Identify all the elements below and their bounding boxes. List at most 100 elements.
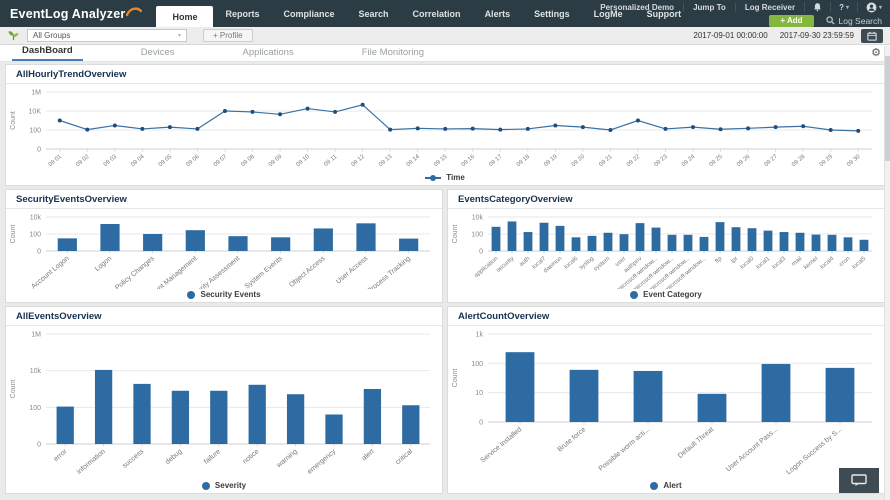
- legend-label[interactable]: Security Events: [200, 290, 261, 299]
- chevron-down-icon: ▾: [845, 4, 849, 11]
- nav-item-alerts[interactable]: Alerts: [484, 8, 511, 19]
- svg-text:Count: Count: [10, 111, 17, 130]
- gear-icon[interactable]: ⚙: [871, 47, 881, 59]
- dashboard-content: AllHourlyTrendOverview 0 100 10K 1M Count 09 …: [0, 62, 890, 494]
- log-search-label: Log Search: [838, 15, 882, 26]
- svg-text:Process Tracking: Process Tracking: [366, 255, 412, 289]
- hourly-trend-line-chart: 0 100 10K 1M Count 09 01 09 02 09 03 09 04 09 05 0…: [10, 90, 872, 169]
- nav-item-settings[interactable]: Settings: [534, 8, 570, 19]
- svg-text:kernel: kernel: [803, 256, 819, 271]
- header-right: Personalized Demo Jump To Log Receiver? ▾ ▾ …: [591, 0, 890, 27]
- log-search-button[interactable]: Log Search: [825, 15, 890, 26]
- svg-text:09 21: 09 21: [598, 154, 614, 169]
- svg-text:0: 0: [479, 420, 483, 427]
- user-icon: [866, 2, 877, 12]
- svg-text:Count: Count: [10, 380, 17, 399]
- svg-text:09 04: 09 04: [130, 154, 146, 169]
- chart-legend: Alert: [448, 480, 884, 493]
- svg-text:09 06: 09 06: [185, 154, 201, 169]
- panel-security-events: SecurityEventsOverview 0 100 10k Count Accou…: [5, 189, 443, 303]
- svg-text:warning: warning: [275, 448, 299, 470]
- svg-text:notice: notice: [242, 448, 261, 465]
- svg-text:09 09: 09 09: [268, 154, 284, 169]
- svg-text:lpr: lpr: [730, 256, 739, 265]
- svg-text:Count: Count: [452, 225, 459, 244]
- header-link-jump-to[interactable]: Jump To: [683, 2, 735, 12]
- legend-label[interactable]: Severity: [214, 481, 247, 490]
- chart-legend: Security Events: [6, 289, 442, 302]
- help-menu[interactable]: ? ▾: [830, 2, 857, 12]
- svg-text:Default Threat: Default Threat: [677, 426, 715, 460]
- nav-item-compliance[interactable]: Compliance: [283, 8, 335, 19]
- svg-text:local3: local3: [771, 256, 787, 271]
- chevron-down-icon: ▾: [177, 33, 181, 39]
- tab-dashboard[interactable]: DashBoard: [12, 45, 83, 61]
- svg-text:system: system: [593, 256, 611, 273]
- nav-item-correlation[interactable]: Correlation: [412, 8, 461, 19]
- header-actions: + Add Log Search: [769, 14, 890, 27]
- panel-title: SecurityEventsOverview: [6, 190, 442, 209]
- legend-marker: [425, 174, 442, 181]
- app-logo: EventLog Analyzer: [0, 0, 146, 27]
- tab-applications[interactable]: Applications: [242, 47, 294, 58]
- svg-text:100: 100: [471, 361, 483, 368]
- svg-text:local0: local0: [739, 256, 755, 271]
- svg-text:Object Access: Object Access: [288, 255, 327, 289]
- legend-label[interactable]: Time: [446, 173, 465, 182]
- panel-all-events: AllEventsOverview 0 100 10k 1M Count error inf…: [5, 306, 443, 494]
- group-selector[interactable]: All Groups ▾: [27, 29, 187, 42]
- legend-label[interactable]: Event Category: [643, 290, 702, 299]
- date-from[interactable]: 2017-09-01 00:00:00: [693, 31, 768, 40]
- date-picker-button[interactable]: [861, 28, 883, 43]
- notifications-button[interactable]: [804, 2, 830, 12]
- svg-text:09 16: 09 16: [461, 154, 477, 169]
- svg-text:09 08: 09 08: [240, 154, 256, 169]
- nav-item-logme[interactable]: LogMe: [593, 8, 623, 19]
- svg-text:local1: local1: [755, 256, 771, 271]
- nav-item-reports[interactable]: Reports: [225, 8, 260, 19]
- legend-label[interactable]: Alert: [663, 481, 682, 490]
- svg-text:local4: local4: [819, 256, 835, 271]
- scrollbar[interactable]: [884, 46, 890, 500]
- svg-text:09 28: 09 28: [791, 154, 807, 169]
- help-label: ?: [839, 2, 844, 12]
- svg-text:0: 0: [37, 249, 41, 256]
- svg-text:Count: Count: [452, 369, 459, 388]
- leaf-icon: [8, 31, 19, 41]
- svg-text:100: 100: [29, 232, 41, 239]
- dashboard-tab-bar: DashBoard Devices Applications File Monitor…: [0, 45, 890, 62]
- panel-title: EventsCategoryOverview: [448, 190, 884, 209]
- svg-text:1M: 1M: [31, 332, 41, 339]
- svg-text:ftp: ftp: [714, 256, 723, 265]
- add-profile-button[interactable]: + Profile: [203, 29, 253, 42]
- svg-text:09 17: 09 17: [488, 154, 504, 169]
- svg-text:09 13: 09 13: [378, 154, 394, 169]
- svg-text:daemon: daemon: [543, 256, 563, 275]
- svg-text:09 11: 09 11: [323, 154, 339, 168]
- scrollbar-thumb[interactable]: [885, 56, 890, 161]
- nav-item-home[interactable]: Home: [156, 6, 214, 27]
- svg-text:10k: 10k: [30, 368, 42, 375]
- logo-swoosh-icon: [126, 6, 143, 16]
- search-icon: [825, 16, 835, 25]
- chat-icon: [851, 474, 867, 486]
- add-button[interactable]: + Add: [769, 14, 814, 27]
- nav-item-support[interactable]: Support: [646, 8, 682, 19]
- svg-text:09 10: 09 10: [295, 154, 311, 169]
- tab-file-monitoring[interactable]: File Monitoring: [361, 47, 425, 58]
- svg-text:Service Installed: Service Installed: [479, 426, 523, 464]
- legend-marker: [201, 481, 210, 490]
- header-link-personalized-demo[interactable]: Personalized Demo: [600, 2, 675, 12]
- date-to[interactable]: 2017-09-30 23:59:59: [779, 31, 854, 40]
- account-menu[interactable]: ▾: [856, 2, 890, 12]
- tab-devices[interactable]: Devices: [140, 47, 175, 58]
- svg-text:local6: local6: [563, 256, 579, 271]
- header-link-log-receiver[interactable]: Log Receiver: [734, 2, 804, 12]
- svg-text:09 01: 09 01: [48, 154, 64, 169]
- feedback-button[interactable]: [839, 468, 879, 493]
- nav-item-search[interactable]: Search: [358, 8, 389, 19]
- svg-text:Possible worm acti...: Possible worm acti...: [598, 426, 652, 473]
- svg-text:1k: 1k: [476, 332, 484, 339]
- svg-text:0: 0: [479, 249, 483, 256]
